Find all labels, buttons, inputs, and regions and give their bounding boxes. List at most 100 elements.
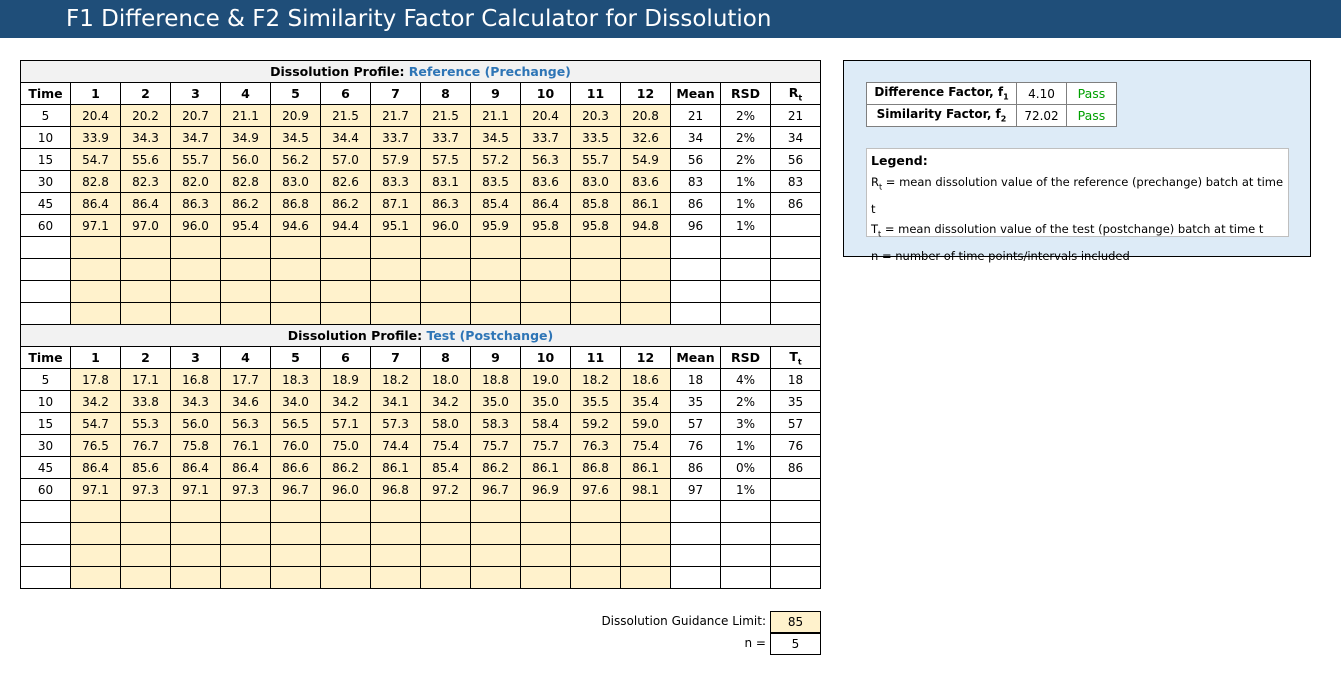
dissolution-value-cell[interactable] bbox=[470, 522, 521, 545]
dissolution-value-cell[interactable]: 94.4 bbox=[320, 214, 371, 237]
dissolution-value-cell[interactable]: 97.3 bbox=[220, 478, 271, 501]
dissolution-value-cell[interactable]: 54.9 bbox=[620, 148, 671, 171]
dissolution-value-cell[interactable] bbox=[370, 280, 421, 303]
dissolution-value-cell[interactable] bbox=[120, 500, 171, 523]
dissolution-value-cell[interactable] bbox=[70, 280, 121, 303]
dissolution-value-cell[interactable] bbox=[120, 544, 171, 567]
dissolution-value-cell[interactable] bbox=[70, 236, 121, 259]
dissolution-value-cell[interactable]: 95.4 bbox=[220, 214, 271, 237]
dissolution-value-cell[interactable]: 86.3 bbox=[420, 192, 471, 215]
dissolution-value-cell[interactable]: 34.3 bbox=[170, 390, 221, 413]
dissolution-value-cell[interactable]: 59.2 bbox=[570, 412, 621, 435]
dissolution-value-cell[interactable]: 85.6 bbox=[120, 456, 171, 479]
dissolution-value-cell[interactable] bbox=[320, 500, 371, 523]
dissolution-value-cell[interactable]: 56.3 bbox=[520, 148, 571, 171]
dissolution-value-cell[interactable] bbox=[320, 522, 371, 545]
dissolution-value-cell[interactable]: 34.1 bbox=[370, 390, 421, 413]
dissolution-value-cell[interactable]: 96.9 bbox=[520, 478, 571, 501]
dissolution-value-cell[interactable] bbox=[570, 236, 621, 259]
dissolution-value-cell[interactable] bbox=[420, 544, 471, 567]
dissolution-value-cell[interactable]: 75.8 bbox=[170, 434, 221, 457]
dissolution-value-cell[interactable]: 97.1 bbox=[70, 478, 121, 501]
dissolution-value-cell[interactable] bbox=[620, 258, 671, 281]
dissolution-value-cell[interactable]: 86.4 bbox=[220, 456, 271, 479]
time-cell[interactable]: 60 bbox=[20, 478, 71, 501]
dissolution-value-cell[interactable]: 55.7 bbox=[570, 148, 621, 171]
dissolution-value-cell[interactable]: 55.7 bbox=[170, 148, 221, 171]
dissolution-value-cell[interactable] bbox=[620, 236, 671, 259]
dissolution-value-cell[interactable] bbox=[320, 566, 371, 589]
time-cell[interactable]: 15 bbox=[20, 148, 71, 171]
dissolution-value-cell[interactable] bbox=[620, 302, 671, 325]
dissolution-value-cell[interactable]: 94.6 bbox=[270, 214, 321, 237]
dissolution-value-cell[interactable]: 86.1 bbox=[520, 456, 571, 479]
dissolution-value-cell[interactable] bbox=[320, 302, 371, 325]
dissolution-value-cell[interactable] bbox=[570, 302, 621, 325]
dissolution-value-cell[interactable]: 56.0 bbox=[220, 148, 271, 171]
dissolution-value-cell[interactable] bbox=[170, 302, 221, 325]
dissolution-value-cell[interactable]: 95.9 bbox=[470, 214, 521, 237]
dissolution-value-cell[interactable] bbox=[70, 258, 121, 281]
guidance-limit-input[interactable]: 85 bbox=[770, 611, 821, 633]
time-cell[interactable]: 5 bbox=[20, 104, 71, 127]
dissolution-value-cell[interactable] bbox=[570, 544, 621, 567]
dissolution-value-cell[interactable]: 21.5 bbox=[420, 104, 471, 127]
dissolution-value-cell[interactable]: 17.7 bbox=[220, 368, 271, 391]
dissolution-value-cell[interactable]: 75.4 bbox=[620, 434, 671, 457]
dissolution-value-cell[interactable] bbox=[320, 258, 371, 281]
dissolution-value-cell[interactable]: 76.3 bbox=[570, 434, 621, 457]
dissolution-value-cell[interactable] bbox=[220, 566, 271, 589]
dissolution-value-cell[interactable] bbox=[370, 302, 421, 325]
time-cell[interactable] bbox=[20, 500, 71, 523]
dissolution-value-cell[interactable]: 76.7 bbox=[120, 434, 171, 457]
dissolution-value-cell[interactable]: 34.7 bbox=[170, 126, 221, 149]
dissolution-value-cell[interactable]: 56.2 bbox=[270, 148, 321, 171]
dissolution-value-cell[interactable]: 96.0 bbox=[420, 214, 471, 237]
dissolution-value-cell[interactable] bbox=[520, 544, 571, 567]
dissolution-value-cell[interactable]: 97.0 bbox=[120, 214, 171, 237]
dissolution-value-cell[interactable] bbox=[420, 258, 471, 281]
dissolution-value-cell[interactable]: 83.0 bbox=[570, 170, 621, 193]
dissolution-value-cell[interactable]: 33.7 bbox=[370, 126, 421, 149]
dissolution-value-cell[interactable]: 56.0 bbox=[170, 412, 221, 435]
dissolution-value-cell[interactable] bbox=[520, 236, 571, 259]
dissolution-value-cell[interactable]: 18.8 bbox=[470, 368, 521, 391]
dissolution-value-cell[interactable]: 20.3 bbox=[570, 104, 621, 127]
dissolution-value-cell[interactable]: 57.1 bbox=[320, 412, 371, 435]
dissolution-value-cell[interactable]: 82.8 bbox=[220, 170, 271, 193]
dissolution-value-cell[interactable]: 96.0 bbox=[320, 478, 371, 501]
dissolution-value-cell[interactable]: 86.1 bbox=[620, 192, 671, 215]
dissolution-value-cell[interactable]: 83.0 bbox=[270, 170, 321, 193]
dissolution-value-cell[interactable] bbox=[220, 500, 271, 523]
dissolution-value-cell[interactable]: 58.0 bbox=[420, 412, 471, 435]
dissolution-value-cell[interactable] bbox=[70, 500, 121, 523]
dissolution-value-cell[interactable]: 34.3 bbox=[120, 126, 171, 149]
dissolution-value-cell[interactable]: 20.4 bbox=[70, 104, 121, 127]
dissolution-value-cell[interactable]: 55.6 bbox=[120, 148, 171, 171]
dissolution-value-cell[interactable]: 96.7 bbox=[470, 478, 521, 501]
dissolution-value-cell[interactable] bbox=[420, 280, 471, 303]
dissolution-value-cell[interactable]: 33.8 bbox=[120, 390, 171, 413]
dissolution-value-cell[interactable]: 95.8 bbox=[570, 214, 621, 237]
dissolution-value-cell[interactable]: 17.8 bbox=[70, 368, 121, 391]
time-cell[interactable]: 45 bbox=[20, 456, 71, 479]
dissolution-value-cell[interactable] bbox=[270, 500, 321, 523]
dissolution-value-cell[interactable]: 86.2 bbox=[320, 456, 371, 479]
dissolution-value-cell[interactable]: 82.6 bbox=[320, 170, 371, 193]
dissolution-value-cell[interactable]: 97.6 bbox=[570, 478, 621, 501]
time-cell[interactable]: 30 bbox=[20, 170, 71, 193]
dissolution-value-cell[interactable] bbox=[520, 566, 571, 589]
dissolution-value-cell[interactable]: 59.0 bbox=[620, 412, 671, 435]
dissolution-value-cell[interactable]: 35.0 bbox=[470, 390, 521, 413]
dissolution-value-cell[interactable]: 96.0 bbox=[170, 214, 221, 237]
dissolution-value-cell[interactable] bbox=[620, 280, 671, 303]
dissolution-value-cell[interactable] bbox=[420, 500, 471, 523]
dissolution-value-cell[interactable]: 34.6 bbox=[220, 390, 271, 413]
dissolution-value-cell[interactable]: 57.5 bbox=[420, 148, 471, 171]
dissolution-value-cell[interactable]: 76.1 bbox=[220, 434, 271, 457]
dissolution-value-cell[interactable]: 82.0 bbox=[170, 170, 221, 193]
dissolution-value-cell[interactable]: 18.2 bbox=[370, 368, 421, 391]
dissolution-value-cell[interactable]: 34.0 bbox=[270, 390, 321, 413]
dissolution-value-cell[interactable]: 86.4 bbox=[120, 192, 171, 215]
dissolution-value-cell[interactable]: 86.8 bbox=[570, 456, 621, 479]
